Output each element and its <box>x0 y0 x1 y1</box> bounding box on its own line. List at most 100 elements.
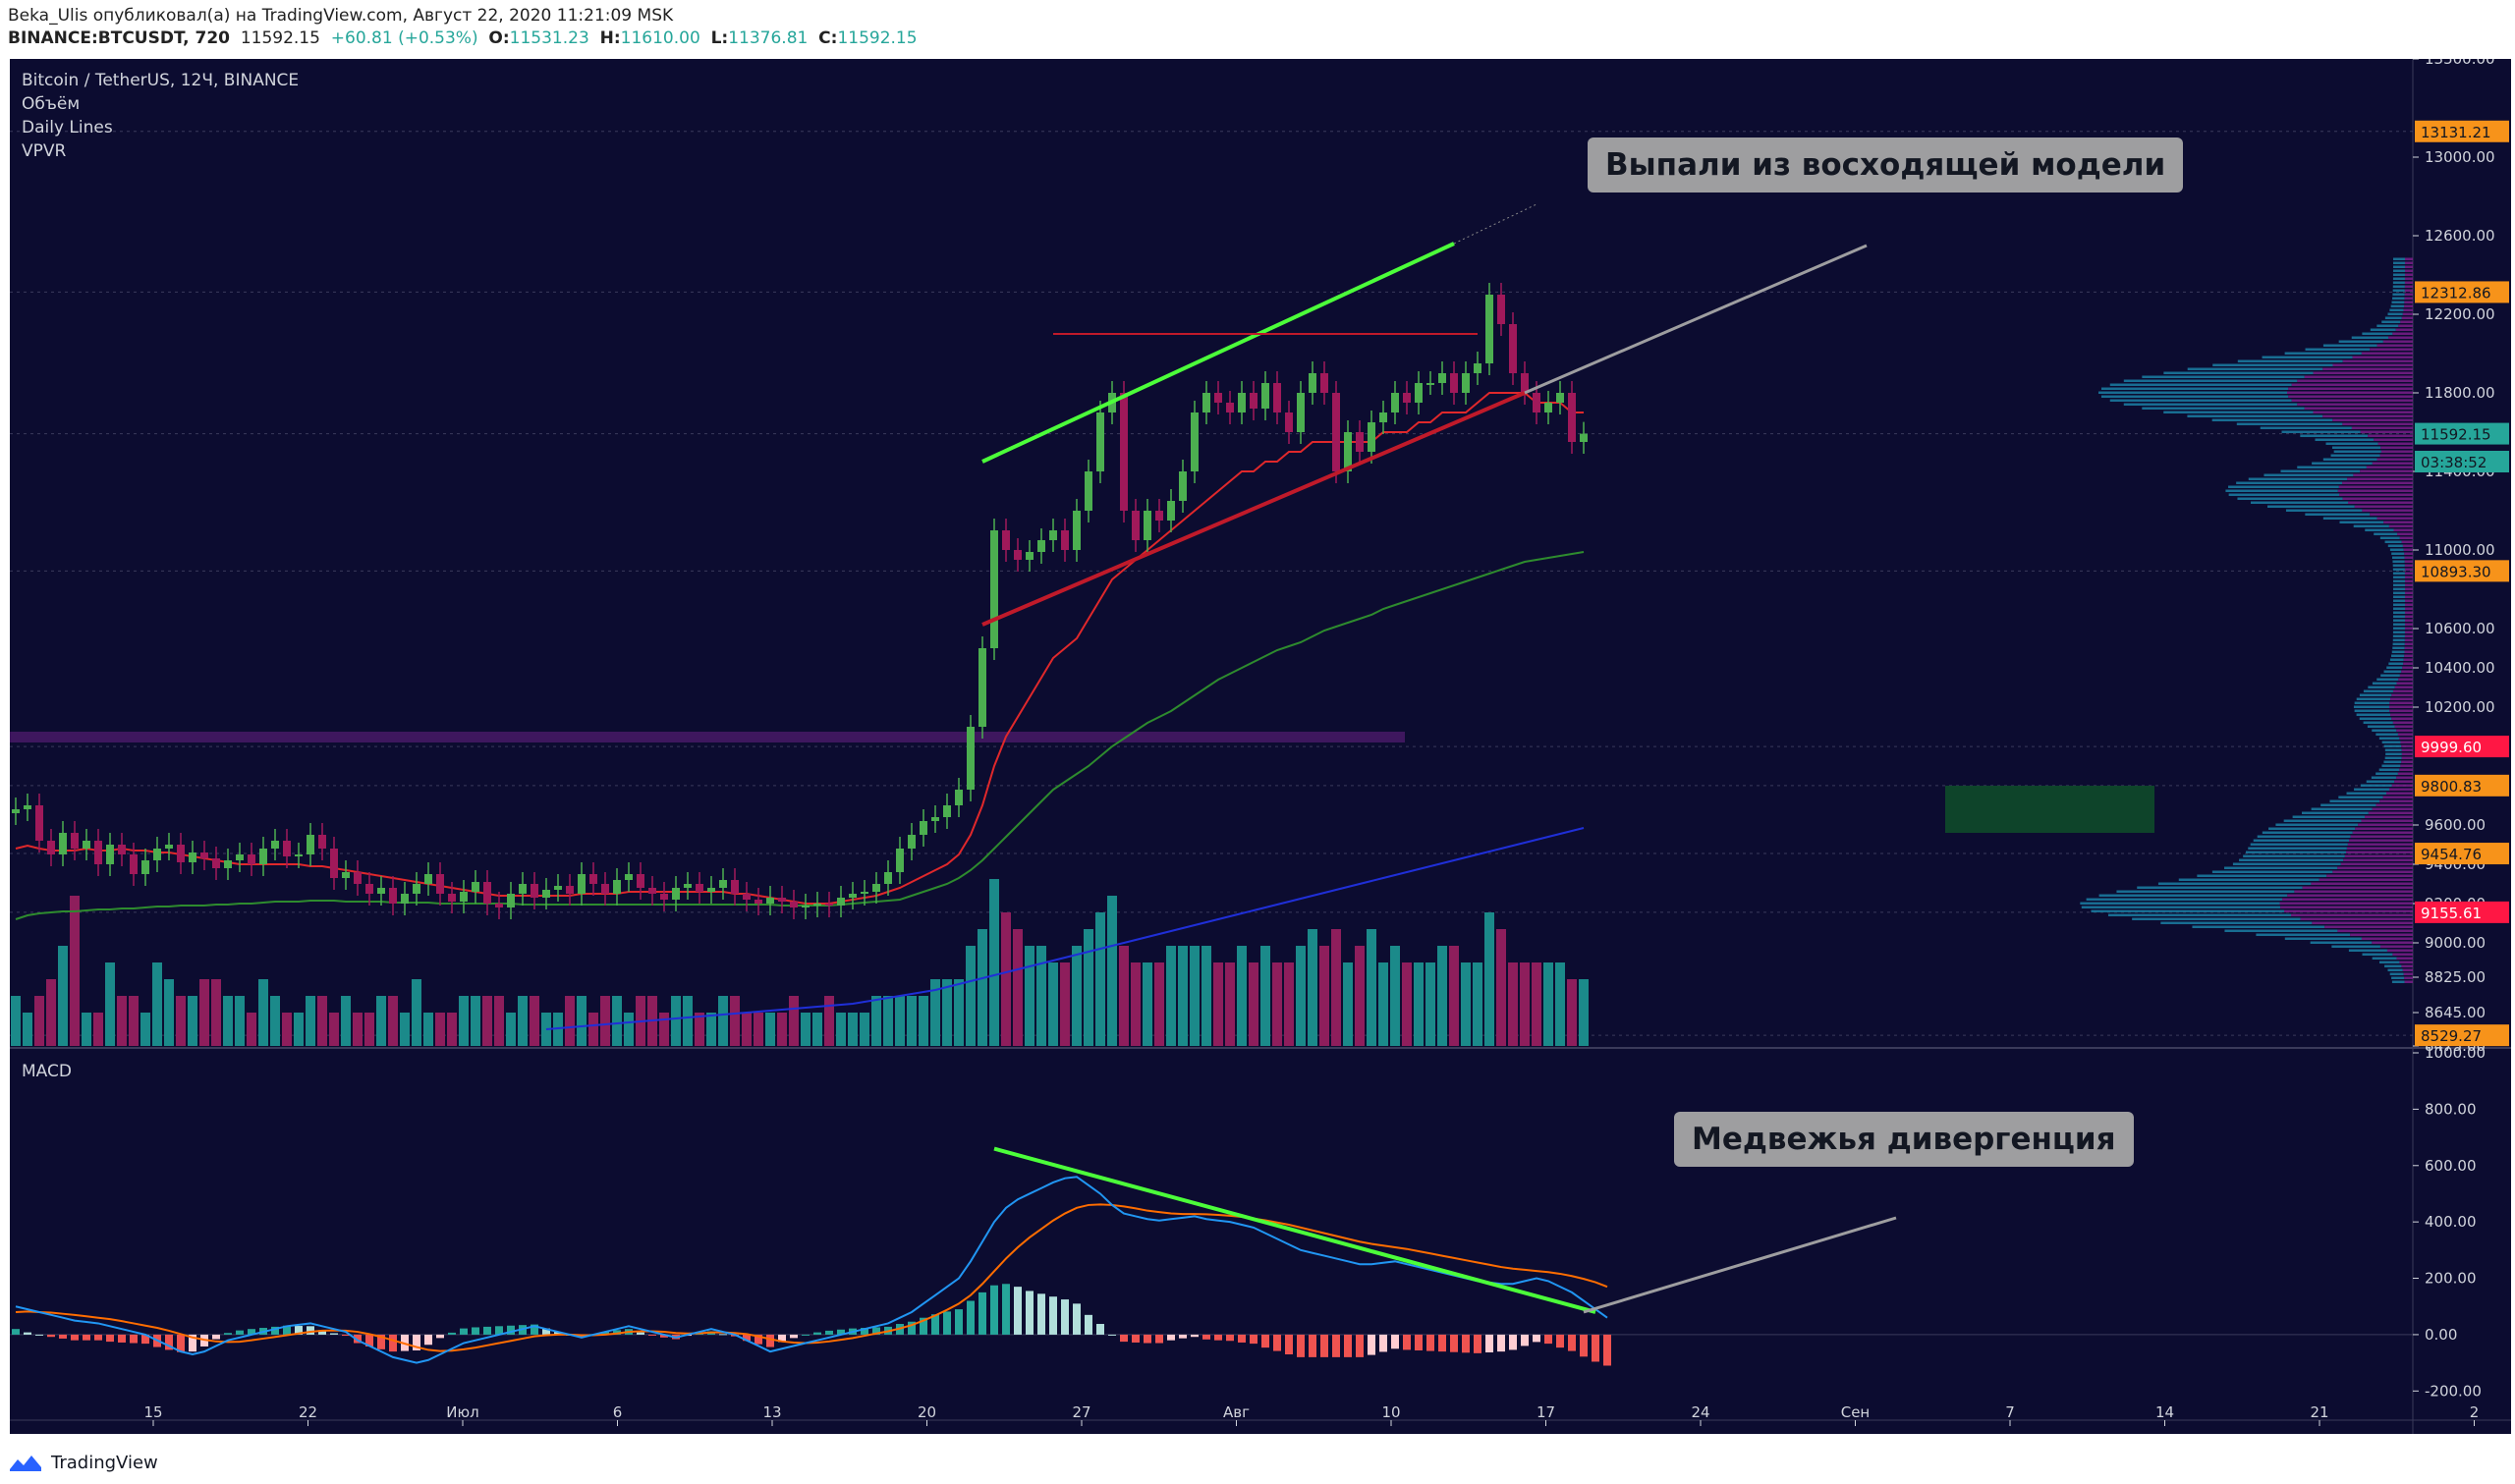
volume-bar <box>754 1013 763 1046</box>
vpvr-bar-up <box>2351 336 2389 339</box>
vpvr-bar-up <box>2338 796 2383 798</box>
price-change: +60.81 (+0.53%) <box>330 28 478 48</box>
legend-volume[interactable]: Объём <box>22 94 81 114</box>
candle-body <box>1285 412 1293 432</box>
legend-daily-lines[interactable]: Daily Lines <box>22 118 113 137</box>
volume-bar <box>1178 946 1188 1046</box>
vpvr-bar-up <box>2280 469 2361 472</box>
vpvr-bar-down <box>2392 953 2413 956</box>
vpvr-bar-up <box>2132 917 2301 920</box>
macd-histogram-bar <box>908 1321 916 1335</box>
vpvr-bar-down <box>2404 285 2413 288</box>
volume-bar <box>777 1013 787 1046</box>
macd-histogram-bar <box>424 1334 432 1346</box>
volume-bar <box>1390 946 1400 1046</box>
candle-body <box>1556 393 1564 403</box>
vpvr-bar-down <box>2388 705 2413 708</box>
macd-histogram-bar <box>495 1326 503 1335</box>
volume-bar <box>1213 962 1223 1046</box>
vpvr-bar-down <box>2404 980 2413 983</box>
volume-bar <box>11 996 21 1046</box>
vpvr-bar-up <box>2262 356 2353 358</box>
candle-body <box>1155 511 1163 521</box>
vpvr-bar-up <box>2236 481 2343 484</box>
macd-histogram-bar <box>861 1328 868 1335</box>
vpvr-bar-up <box>2362 953 2393 956</box>
vpvr-bar-down <box>2390 713 2413 716</box>
vpvr-bar-down <box>2282 898 2413 901</box>
candle-body <box>307 835 314 854</box>
vpvr-bar-up <box>2331 945 2380 948</box>
price-tick-label: 11000.00 <box>2425 541 2495 559</box>
vpvr-bar-down <box>2322 414 2413 417</box>
volume-bar <box>871 996 881 1046</box>
volume-bar <box>435 1013 445 1046</box>
vpvr-bar-up <box>2392 572 2405 575</box>
vpvr-bar-up <box>2392 261 2405 264</box>
price-badge <box>2415 422 2509 445</box>
volume-bar <box>388 996 398 1046</box>
volume-bar <box>1284 962 1294 1046</box>
candle-body <box>743 894 751 900</box>
volume-bar <box>140 1013 150 1046</box>
vpvr-bar-up <box>2081 906 2281 908</box>
vpvr-bar-up <box>2248 847 2347 850</box>
price-chart[interactable]: 13500.00 13000.00 12600.00 12200.00 11800.00… <box>10 59 2511 1434</box>
candle-body <box>377 888 385 894</box>
macd-histogram-bar <box>1462 1334 1470 1353</box>
macd-tick-label: 200.00 <box>2425 1270 2477 1288</box>
legend-vpvr[interactable]: VPVR <box>22 141 67 161</box>
macd-histogram-bar <box>118 1334 126 1343</box>
time-tick-label: 17 <box>1537 1403 1555 1421</box>
price-badge-label: 9155.61 <box>2421 905 2482 922</box>
candle-body <box>554 886 562 890</box>
macd-histogram-bar <box>1273 1334 1281 1351</box>
candle-body <box>1226 403 1234 412</box>
vpvr-bar-down <box>2404 572 2413 575</box>
candle-body <box>24 805 31 809</box>
macd-histogram-bar <box>448 1332 456 1335</box>
vpvr-bar-down <box>2366 466 2413 468</box>
volume-bar <box>1473 962 1482 1046</box>
vpvr-bar-down <box>2400 320 2413 323</box>
candle-body <box>1497 295 1505 324</box>
vpvr-bar-down <box>2394 686 2413 688</box>
price-badge <box>2415 281 2509 303</box>
volume-bar <box>1237 946 1247 1046</box>
vpvr-bar-up <box>2372 957 2397 960</box>
volume-bar <box>730 996 740 1046</box>
price-badge <box>2415 843 2509 865</box>
vpvr-bar-down <box>2396 729 2413 732</box>
vpvr-bar-down <box>2370 513 2413 516</box>
tradingview-brand[interactable]: TradingView <box>51 1452 158 1473</box>
vpvr-bar-up <box>2363 721 2393 724</box>
candle-body <box>1014 550 1022 560</box>
vpvr-bar-up <box>2391 301 2405 303</box>
macd-histogram-bar <box>83 1334 90 1341</box>
vpvr-bar-down <box>2399 674 2413 677</box>
volume-bar <box>600 996 610 1046</box>
price-tick-label: 8645.00 <box>2425 1004 2486 1021</box>
vpvr-bar-down <box>2288 395 2413 398</box>
vpvr-bar-down <box>2376 517 2413 520</box>
vpvr-bar-up <box>2080 902 2280 905</box>
vpvr-bar-up <box>2211 870 2333 873</box>
macd-histogram-bar <box>825 1330 833 1335</box>
vpvr-bar-down <box>2322 367 2413 370</box>
vpvr-bar-down <box>2397 532 2413 535</box>
volume-bar <box>848 1013 858 1046</box>
volume-bar <box>494 996 504 1046</box>
vpvr-bar-up <box>2392 289 2405 292</box>
macd-histogram-bar <box>1533 1334 1540 1343</box>
volume-bar <box>235 996 245 1046</box>
candle-body <box>1379 412 1387 422</box>
candle-body <box>1191 412 1199 471</box>
candle-body <box>141 860 149 874</box>
vpvr-bar-up <box>2381 741 2401 743</box>
vpvr-bar-up <box>2239 858 2344 861</box>
vpvr-bar-up <box>2268 827 2356 830</box>
candle-body <box>507 894 515 907</box>
legend-macd[interactable]: MACD <box>22 1062 72 1081</box>
price-badge <box>2415 560 2509 582</box>
vpvr-bar-down <box>2360 469 2413 472</box>
